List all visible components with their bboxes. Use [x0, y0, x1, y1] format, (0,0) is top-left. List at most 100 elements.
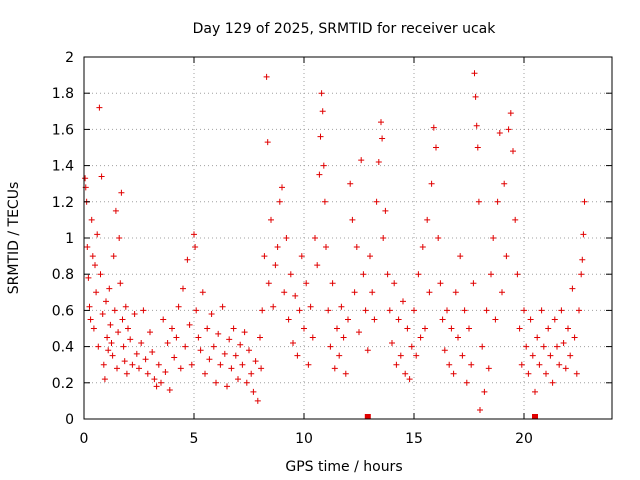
data-point: [294, 352, 301, 359]
data-point: [215, 330, 222, 337]
data-point: [540, 343, 547, 350]
data-point: [510, 148, 516, 155]
data-point: [228, 365, 235, 372]
data-point: [444, 307, 450, 314]
data-point: [512, 216, 519, 223]
y-tick-labels: 0 0.2 0.4 0.6 0.8 1 1.2 1.4 1.6 1.8 2: [52, 50, 74, 428]
data-point: [101, 376, 108, 383]
data-point: [314, 262, 321, 269]
y-tick-label: 1.2: [52, 195, 74, 211]
data-point: [290, 339, 296, 346]
data-point: [581, 198, 588, 205]
data-point: [391, 280, 398, 287]
data-point: [364, 347, 371, 354]
data-point: [197, 347, 204, 354]
data-point: [556, 361, 563, 368]
data-point: [112, 207, 119, 214]
data-point: [254, 397, 261, 404]
data-point: [400, 298, 406, 305]
data-point: [340, 334, 347, 341]
data-point: [237, 341, 244, 348]
data-point: [171, 354, 178, 361]
data-point: [545, 325, 552, 332]
data-point: [459, 352, 466, 359]
y-tick-label: 0: [65, 412, 74, 428]
data-point: [191, 231, 197, 238]
data-point: [473, 122, 480, 129]
data-point: [397, 352, 404, 359]
data-point: [158, 379, 164, 386]
data-point: [121, 358, 128, 365]
data-point: [435, 235, 442, 241]
data-point: [430, 124, 437, 131]
data-point: [477, 406, 483, 413]
data-point: [433, 144, 439, 151]
data-point: [232, 352, 239, 359]
data-point: [547, 352, 554, 359]
data-point: [116, 235, 123, 241]
data-point: [85, 274, 92, 281]
data-point: [560, 339, 567, 346]
data-point: [316, 171, 323, 178]
data-point: [503, 253, 510, 260]
y-tick-label: 2: [65, 50, 74, 66]
data-point: [402, 370, 409, 377]
data-point: [375, 158, 382, 165]
data-point: [323, 244, 329, 251]
data-point: [213, 379, 219, 386]
data-point: [166, 387, 173, 394]
data-point: [122, 303, 129, 310]
data-point: [321, 198, 328, 205]
data-point: [393, 361, 400, 368]
data-point: [424, 216, 431, 223]
data-point: [329, 280, 336, 287]
data-point: [347, 180, 354, 187]
y-tick-label: 1.6: [52, 122, 74, 138]
data-point: [180, 285, 186, 292]
data-point: [362, 307, 369, 314]
data-point: [499, 289, 505, 296]
data-point: [551, 316, 558, 323]
data-point: [507, 110, 514, 117]
data-point: [105, 347, 112, 354]
data-point: [382, 207, 389, 214]
data-point: [378, 119, 384, 126]
data-point: [450, 370, 457, 377]
data-point: [461, 307, 468, 314]
data-point: [169, 325, 175, 332]
data-point: [578, 271, 585, 278]
data-point: [562, 365, 569, 372]
data-point: [305, 361, 312, 368]
data-point: [241, 329, 248, 336]
data-point: [250, 388, 257, 395]
data-point: [97, 271, 104, 278]
data-point: [276, 198, 283, 205]
y-tick-label: 0.6: [52, 303, 74, 319]
data-point: [331, 365, 338, 372]
data-point: [133, 350, 140, 357]
data-point: [175, 303, 182, 310]
data-point: [95, 343, 102, 350]
data-point: [186, 321, 193, 328]
data-point: [309, 334, 316, 341]
data-point: [208, 311, 215, 318]
y-tick-label: 0.2: [52, 376, 74, 392]
x-tick-label: 10: [295, 431, 313, 447]
data-point: [110, 253, 117, 260]
data-point: [496, 130, 503, 137]
data-point: [448, 325, 455, 332]
y-axis-label: SRMTID / TECUs: [6, 182, 22, 295]
data-point: [88, 216, 95, 223]
data-point: [470, 280, 477, 287]
data-point: [127, 336, 134, 343]
data-point: [264, 139, 271, 146]
data-point: [226, 336, 233, 343]
data-point: [353, 244, 360, 251]
data-point: [283, 235, 290, 241]
data-point: [217, 361, 224, 368]
data-point: [235, 376, 241, 383]
data-point: [193, 307, 200, 314]
data-point: [202, 370, 208, 377]
data-point: [367, 253, 373, 260]
data-point: [318, 90, 325, 97]
